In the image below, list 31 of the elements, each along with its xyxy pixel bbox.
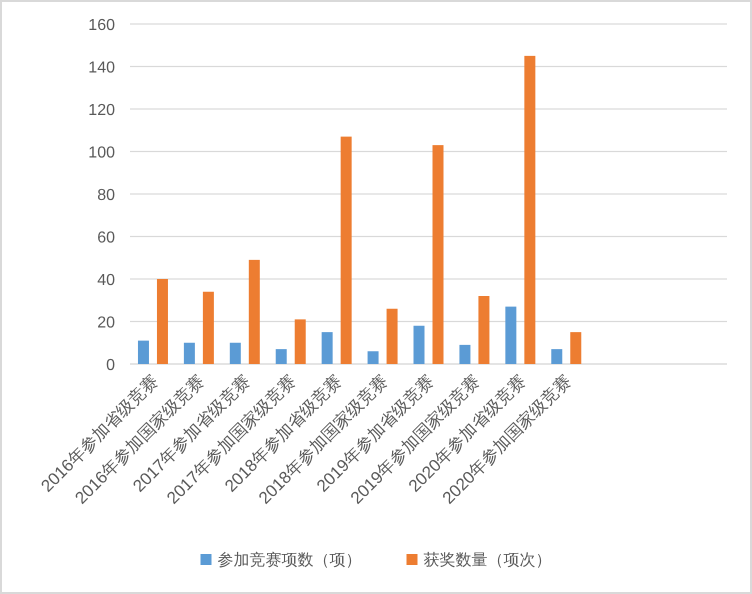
bar: [459, 344, 470, 364]
y-tick-label: 100: [88, 144, 116, 162]
bar: [505, 306, 516, 364]
bar: [202, 292, 214, 364]
bar: [230, 342, 241, 364]
bar: [322, 332, 333, 364]
bar: [340, 136, 352, 364]
bar: [478, 296, 490, 364]
bar: [138, 340, 149, 364]
bar: [524, 56, 536, 364]
y-tick-label: 80: [97, 187, 116, 204]
bar: [184, 342, 195, 364]
y-tick-label: 140: [88, 60, 116, 76]
bar: [551, 349, 562, 364]
y-tick-label: 160: [88, 17, 116, 34]
bar: [294, 319, 306, 364]
y-tick-label: 0: [106, 357, 116, 374]
bar: [432, 145, 444, 364]
bar: [368, 351, 379, 364]
bar: [386, 308, 398, 364]
bar: [570, 332, 582, 364]
legend-label: 参加竞赛项数（项）: [218, 551, 362, 569]
bar: [414, 326, 424, 364]
y-tick-label: 60: [97, 230, 116, 246]
y-tick-label: 20: [97, 314, 116, 332]
legend-label: 获奖数量（项次）: [424, 551, 552, 569]
y-tick-label: 120: [88, 102, 116, 119]
bar: [248, 260, 260, 364]
y-tick-label: 40: [97, 272, 116, 289]
bar: [156, 279, 168, 364]
bar: [276, 349, 287, 364]
